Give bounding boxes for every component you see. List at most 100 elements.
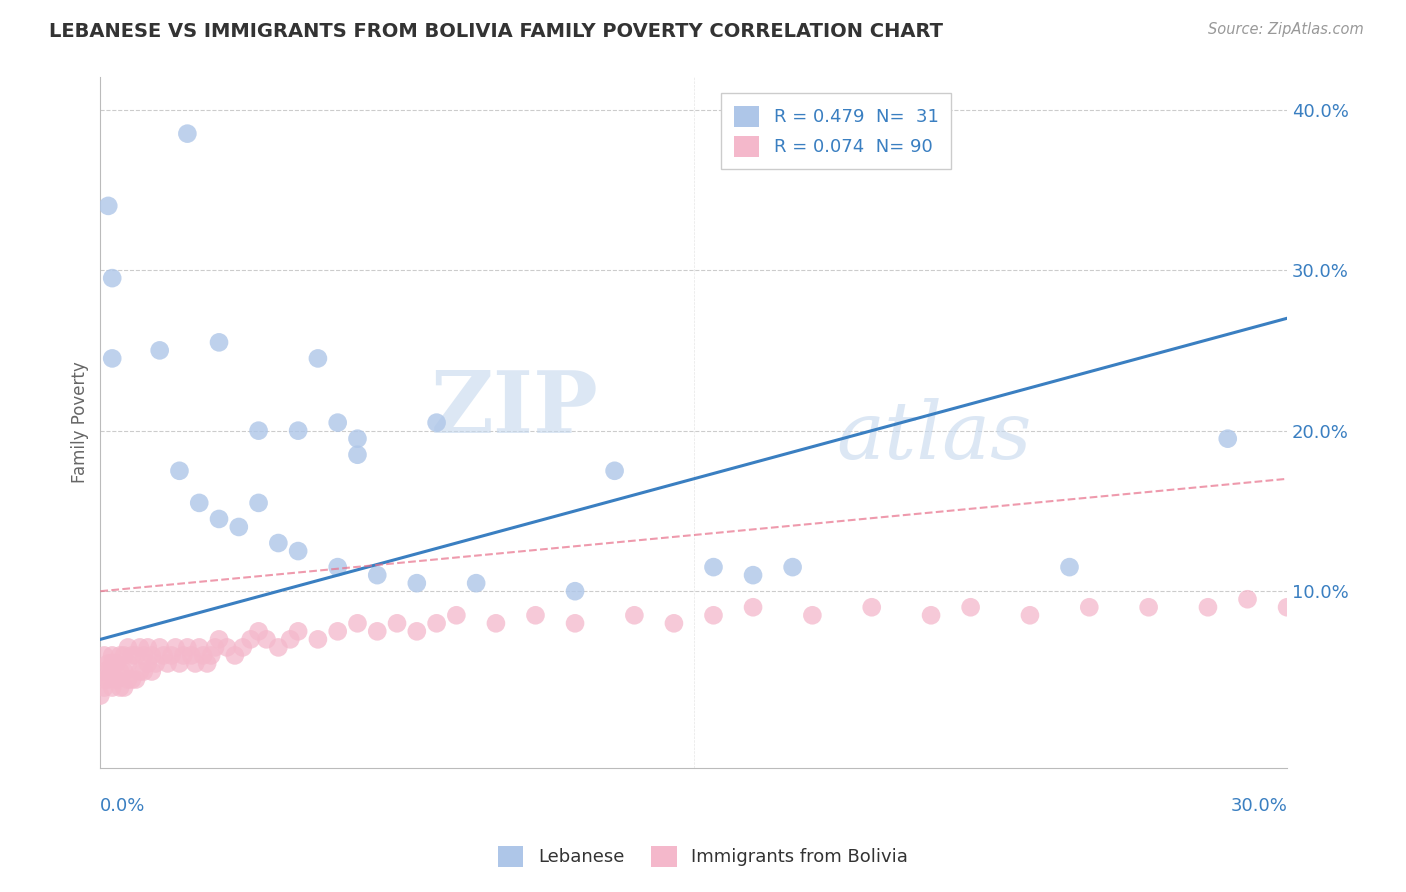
Text: 30.0%: 30.0% — [1230, 797, 1286, 814]
Point — [184, 657, 207, 671]
Point — [200, 648, 222, 663]
Point — [176, 127, 198, 141]
Point — [97, 657, 120, 671]
Point — [165, 640, 187, 655]
Point — [426, 416, 449, 430]
Point — [267, 536, 290, 550]
Point — [224, 648, 246, 663]
Point — [176, 640, 198, 655]
Point — [742, 568, 765, 582]
Point — [485, 616, 508, 631]
Point — [172, 648, 194, 663]
Point — [105, 657, 128, 671]
Point — [326, 560, 349, 574]
Point — [208, 632, 231, 647]
Point — [366, 568, 388, 582]
Point — [346, 432, 368, 446]
Point — [101, 648, 124, 663]
Point — [564, 616, 586, 631]
Point — [132, 665, 155, 679]
Point — [1059, 560, 1081, 574]
Point — [101, 657, 124, 671]
Point — [136, 657, 159, 671]
Point — [426, 616, 449, 631]
Point — [1395, 592, 1406, 607]
Point — [346, 448, 368, 462]
Point — [1316, 592, 1339, 607]
Point — [326, 624, 349, 639]
Point — [149, 343, 172, 358]
Point — [112, 648, 135, 663]
Point — [603, 464, 626, 478]
Point — [662, 616, 685, 631]
Point — [101, 665, 124, 679]
Point — [228, 520, 250, 534]
Point — [136, 640, 159, 655]
Point — [152, 648, 174, 663]
Point — [366, 624, 388, 639]
Point — [1275, 600, 1298, 615]
Point — [169, 464, 191, 478]
Point — [101, 271, 124, 285]
Point — [97, 199, 120, 213]
Point — [141, 665, 163, 679]
Point — [446, 608, 468, 623]
Point — [405, 624, 427, 639]
Legend: R = 0.479  N=  31, R = 0.074  N= 90: R = 0.479 N= 31, R = 0.074 N= 90 — [721, 94, 950, 169]
Point — [385, 616, 408, 631]
Point — [112, 681, 135, 695]
Point — [702, 560, 724, 574]
Point — [117, 673, 139, 687]
Point — [93, 665, 115, 679]
Point — [1236, 592, 1258, 607]
Point — [524, 608, 547, 623]
Point — [125, 673, 148, 687]
Point — [208, 335, 231, 350]
Point — [105, 673, 128, 687]
Point — [117, 657, 139, 671]
Point — [1197, 600, 1219, 615]
Point — [959, 600, 981, 615]
Point — [920, 608, 942, 623]
Point — [101, 681, 124, 695]
Point — [346, 616, 368, 631]
Legend: Lebanese, Immigrants from Bolivia: Lebanese, Immigrants from Bolivia — [491, 838, 915, 874]
Point — [465, 576, 488, 591]
Point — [149, 640, 172, 655]
Text: Source: ZipAtlas.com: Source: ZipAtlas.com — [1208, 22, 1364, 37]
Point — [232, 640, 254, 655]
Point — [307, 351, 329, 366]
Point — [156, 657, 179, 671]
Point — [108, 681, 131, 695]
Point — [108, 665, 131, 679]
Point — [129, 640, 152, 655]
Point — [101, 351, 124, 366]
Point — [188, 640, 211, 655]
Point — [287, 544, 309, 558]
Point — [180, 648, 202, 663]
Point — [89, 689, 111, 703]
Text: 0.0%: 0.0% — [100, 797, 146, 814]
Point — [801, 608, 824, 623]
Point — [247, 424, 270, 438]
Text: ZIP: ZIP — [432, 367, 599, 450]
Point — [1019, 608, 1042, 623]
Point — [215, 640, 238, 655]
Text: LEBANESE VS IMMIGRANTS FROM BOLIVIA FAMILY POVERTY CORRELATION CHART: LEBANESE VS IMMIGRANTS FROM BOLIVIA FAMI… — [49, 22, 943, 41]
Point — [160, 648, 183, 663]
Point — [193, 648, 215, 663]
Point — [742, 600, 765, 615]
Point — [208, 512, 231, 526]
Point — [256, 632, 278, 647]
Point — [188, 496, 211, 510]
Point — [204, 640, 226, 655]
Point — [121, 673, 143, 687]
Point — [129, 665, 152, 679]
Point — [247, 496, 270, 510]
Point — [112, 665, 135, 679]
Point — [326, 416, 349, 430]
Point — [169, 657, 191, 671]
Point — [307, 632, 329, 647]
Point — [93, 648, 115, 663]
Point — [93, 681, 115, 695]
